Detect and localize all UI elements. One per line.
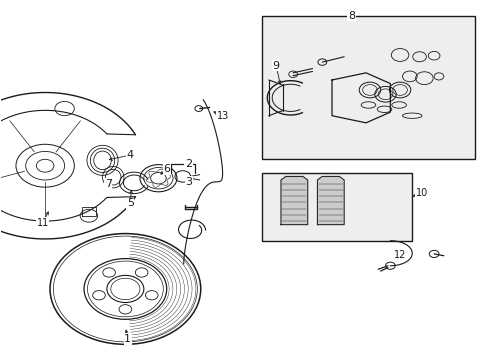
Text: 11: 11 bbox=[37, 218, 49, 228]
Text: 5: 5 bbox=[126, 198, 133, 208]
Polygon shape bbox=[317, 176, 344, 225]
Text: 2: 2 bbox=[184, 159, 192, 169]
Bar bbox=[261, 16, 474, 158]
Bar bbox=[261, 173, 411, 241]
Text: 4: 4 bbox=[126, 150, 134, 160]
Text: 3: 3 bbox=[184, 177, 192, 187]
Text: 10: 10 bbox=[415, 188, 427, 198]
Text: 9: 9 bbox=[272, 61, 279, 71]
Text: 13: 13 bbox=[216, 111, 228, 121]
Text: 7: 7 bbox=[104, 179, 112, 189]
Polygon shape bbox=[281, 176, 307, 225]
Text: 8: 8 bbox=[347, 11, 354, 21]
Text: 1: 1 bbox=[124, 334, 131, 344]
Text: 6: 6 bbox=[163, 164, 170, 174]
Text: 12: 12 bbox=[393, 250, 406, 260]
